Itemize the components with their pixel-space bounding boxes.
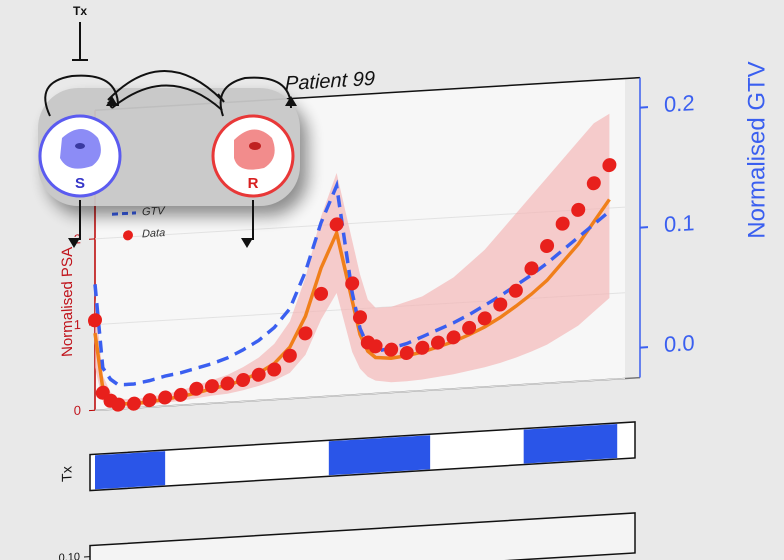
data-point [555,216,570,231]
data-point [345,276,360,291]
data-point [415,340,430,355]
data-point [446,330,461,345]
gtv-line [93,179,611,387]
data-point [524,261,539,276]
data-point [571,202,586,217]
chart-title: Patient 99 [285,68,375,95]
data-point [298,326,313,341]
data-point [220,376,235,391]
data-point [236,372,251,387]
data-point [368,339,383,354]
legend-label: GTV [142,205,166,218]
data-point [126,396,141,411]
legend-label: Data [142,227,165,240]
data-point [508,283,523,298]
lower-panel-tick-label: 0.10 [59,551,80,560]
y2-tick-label: 0.2 [664,90,695,117]
sensitive-label: S [75,175,85,192]
data-point [602,158,617,173]
y-tick-label: 0 [74,403,81,418]
data-point [586,176,601,191]
data-point [540,239,555,254]
data-point [142,393,157,408]
data-point [173,387,188,402]
y-axis-label: Normalised PSA [59,246,76,357]
model-diagram: S R Tx [38,4,300,248]
resistant-nucleus [249,142,261,150]
chart: Patient 99 Normalised PSA Tx 0120.00.10.… [59,68,695,560]
data-point [493,297,508,312]
data-point [399,346,414,361]
data-point [251,367,266,382]
treatment-label: Tx [73,4,87,18]
data-point [111,397,126,412]
treatment-interval [523,423,618,464]
y-tick-label: 1 [74,317,81,332]
y2-axis-label: Normalised GTV [743,61,770,238]
legend-marker [112,211,136,216]
resistant-label: R [248,175,259,192]
data-point [477,311,492,326]
data-point [189,381,204,396]
uncertainty-band [95,113,610,408]
data-point [384,342,399,357]
y2-tick-label: 0.0 [664,330,695,357]
inhibit-arrow [72,22,88,61]
death-arrows [79,200,254,240]
legend-marker [123,230,133,241]
data-point [88,313,102,328]
sensitive-nucleus [75,143,85,149]
competition-arrow [107,70,225,103]
y2-tick-label: 0.1 [664,210,695,237]
data-point [462,320,477,335]
data-point [282,348,297,363]
data-point [158,390,173,405]
lower-panel [89,512,636,560]
data-point [267,362,282,377]
self-arrow-s [44,74,119,117]
grid-line [95,377,625,411]
data-point [329,217,344,232]
data-point [353,310,367,325]
tx-panel-label: Tx [59,466,75,483]
data-point [314,286,329,301]
treatment-interval [95,451,166,490]
data-point [204,379,219,394]
data-point [430,335,445,350]
treatment-interval [328,435,431,476]
